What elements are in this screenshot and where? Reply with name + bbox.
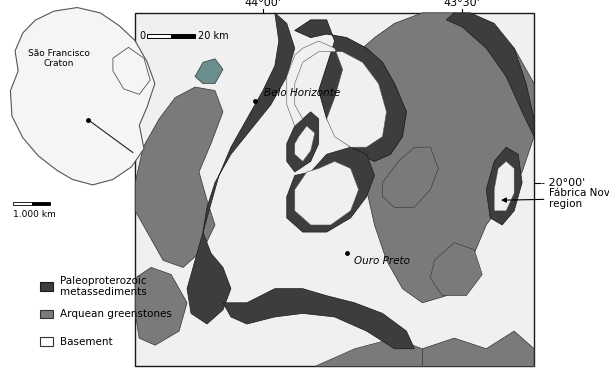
- Text: 43°30': 43°30': [444, 0, 481, 8]
- Polygon shape: [315, 338, 423, 366]
- Polygon shape: [135, 87, 223, 267]
- Polygon shape: [431, 243, 482, 296]
- Polygon shape: [287, 41, 387, 147]
- Bar: [40, 337, 53, 346]
- Bar: [171, 34, 195, 38]
- Text: Paleoproterozoic
metassediments: Paleoproterozoic metassediments: [60, 276, 147, 297]
- Polygon shape: [223, 289, 414, 349]
- Bar: [40, 282, 53, 291]
- Polygon shape: [423, 331, 534, 366]
- Text: São Francisco
Craton: São Francisco Craton: [27, 49, 90, 68]
- Text: Basement: Basement: [60, 337, 113, 346]
- Polygon shape: [113, 48, 150, 94]
- Bar: [147, 34, 171, 38]
- Polygon shape: [486, 147, 522, 225]
- Polygon shape: [295, 126, 315, 161]
- Text: 0: 0: [139, 31, 146, 41]
- Polygon shape: [295, 161, 359, 225]
- Bar: [32, 202, 50, 205]
- Polygon shape: [287, 112, 319, 172]
- Polygon shape: [446, 13, 534, 136]
- Text: 1.000 km: 1.000 km: [13, 210, 56, 219]
- Text: Arquean greenstones: Arquean greenstones: [60, 309, 172, 319]
- Polygon shape: [195, 59, 223, 84]
- Text: - 20°00': - 20°00': [541, 178, 586, 188]
- Text: 44°00': 44°00': [244, 0, 281, 8]
- Polygon shape: [10, 8, 155, 185]
- Text: Fábrica Nova Mine
region: Fábrica Nova Mine region: [502, 187, 609, 209]
- Text: Ouro Preto: Ouro Preto: [354, 256, 410, 266]
- Polygon shape: [495, 161, 514, 211]
- Polygon shape: [347, 13, 534, 303]
- Text: Belo Horizonte: Belo Horizonte: [264, 88, 340, 98]
- Bar: [40, 310, 53, 318]
- Polygon shape: [382, 147, 438, 207]
- Text: 20 km: 20 km: [198, 31, 229, 41]
- Polygon shape: [135, 267, 187, 345]
- Polygon shape: [295, 20, 406, 161]
- Bar: [13, 202, 32, 205]
- Bar: [135, 13, 534, 366]
- Polygon shape: [187, 13, 295, 324]
- Polygon shape: [287, 147, 375, 232]
